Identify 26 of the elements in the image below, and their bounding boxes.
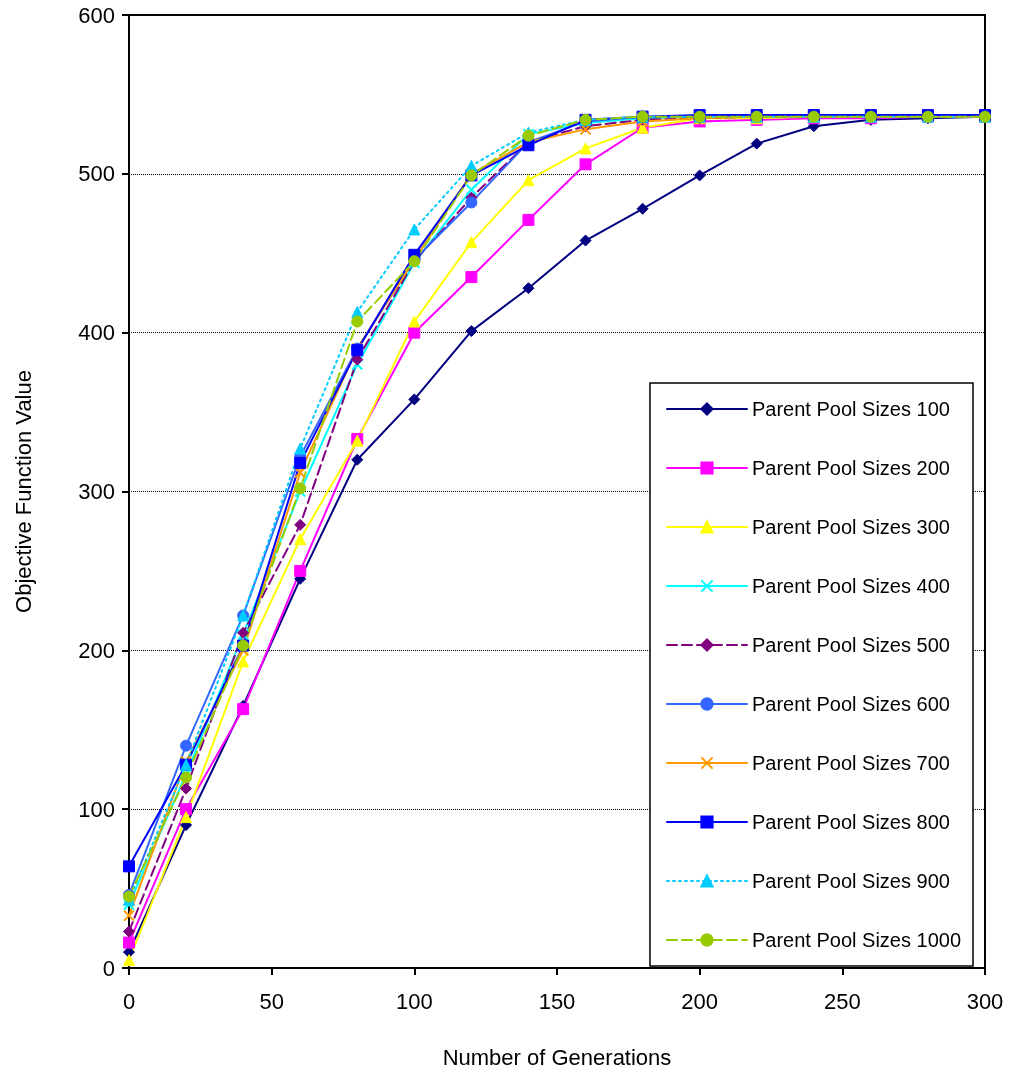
legend-label: Parent Pool Sizes 400 [751,575,950,597]
x-tick-label: 100 [395,988,433,1014]
legend-label: Parent Pool Sizes 500 [751,634,950,656]
x-tick-label: 0 [122,988,136,1014]
x-tick-label: 50 [259,988,284,1014]
legend-label: Parent Pool Sizes 600 [751,693,950,715]
y-tick-label: 400 [78,320,115,346]
y-tick-label: 0 [102,955,115,981]
y-tick-label: 100 [78,796,115,822]
y-tick-label: 200 [78,637,115,663]
x-tick-label: 250 [823,988,861,1014]
legend-label: Parent Pool Sizes 300 [751,516,950,538]
legend-label: Parent Pool Sizes 100 [751,398,950,420]
x-tick-label: 150 [538,988,576,1014]
legend-label: Parent Pool Sizes 700 [751,752,950,774]
x-axis-title: Number of Generations [442,1044,672,1070]
y-tick-label: 600 [78,2,115,28]
y-axis-title: Objective Function Value [10,370,36,613]
legend-label: Parent Pool Sizes 800 [751,811,950,833]
y-tick-label: 500 [78,161,115,187]
legend-label: Parent Pool Sizes 900 [751,870,950,892]
legend-label: Parent Pool Sizes 1000 [751,929,962,951]
y-tick-label: 300 [78,479,115,504]
x-tick-label: 300 [966,988,1004,1014]
legend-label: Parent Pool Sizes 200 [751,457,950,479]
x-tick-label: 200 [681,988,719,1014]
